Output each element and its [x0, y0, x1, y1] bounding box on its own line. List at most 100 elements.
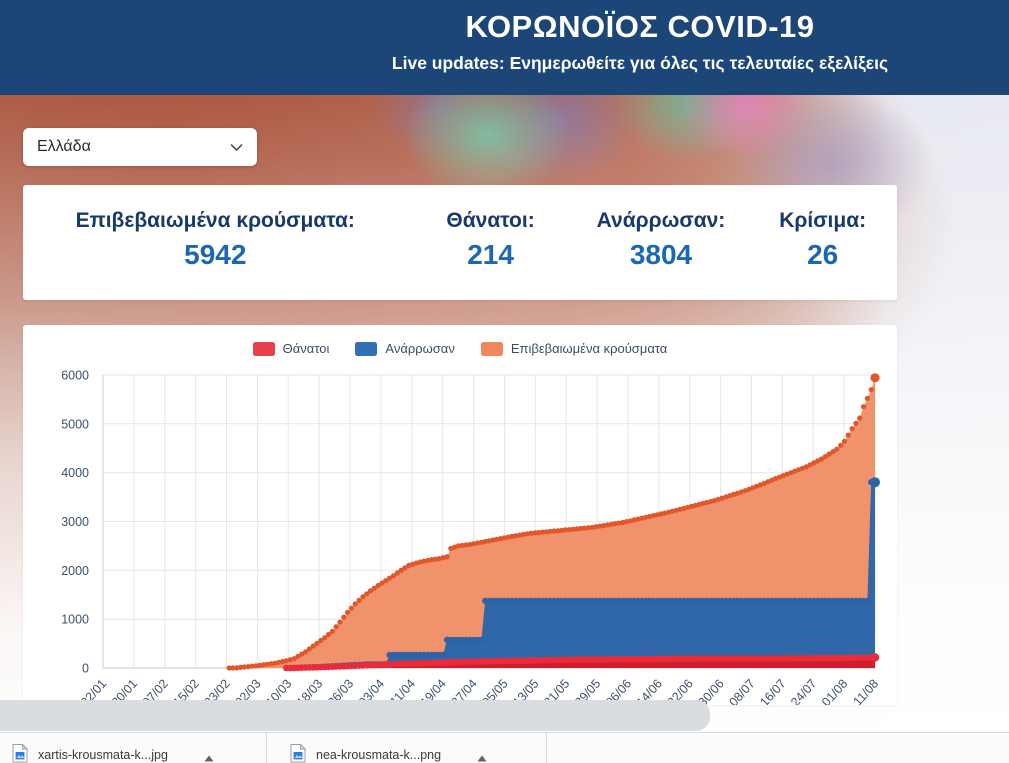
stat-confirmed-value: 5942 [184, 239, 247, 271]
series-dot-confirmed [249, 663, 255, 669]
series-dot-confirmed [616, 520, 622, 526]
country-select[interactable]: Ελλάδα [23, 128, 257, 166]
series-dot-confirmed [394, 570, 400, 576]
series-dot-confirmed [245, 664, 251, 670]
series-dot-confirmed [230, 665, 236, 671]
series-dot-confirmed [509, 533, 515, 539]
series-dot-confirmed [669, 508, 676, 514]
series-end-dot-recovered [870, 477, 880, 488]
series-dot-confirmed [578, 525, 584, 532]
series-dot-confirmed [360, 594, 366, 600]
series-dot-confirmed [757, 482, 763, 488]
legend-label-confirmed: Επιβεβαιωμένα κρούσματα [510, 341, 668, 356]
download-caret-icon[interactable] [204, 749, 214, 763]
series-dot-confirmed [574, 526, 580, 532]
series-dot-confirmed [845, 432, 851, 438]
download-item-2[interactable]: nea-krousmata-k...png [290, 744, 487, 763]
downloads-bar: xartis-krousmata-k...jpg nea-krousmata-k… [0, 732, 1009, 763]
series-dot-confirmed [834, 446, 840, 452]
legend-item-recovered[interactable]: Ανάρρωσαν [355, 341, 455, 356]
series-dot-confirmed [773, 475, 779, 482]
series-dot-confirmed [299, 651, 305, 657]
series-dot-confirmed [838, 442, 844, 448]
series-dot-confirmed [367, 588, 374, 594]
series-dot-confirmed [295, 653, 301, 659]
legend-swatch-deaths [252, 341, 275, 356]
stat-critical-value: 26 [807, 239, 839, 271]
series-dot-confirmed [375, 582, 381, 589]
x-tick-label: 16/07 [757, 677, 788, 705]
stat-deaths: Θάνατοι: 214 [408, 209, 574, 271]
legend-label-recovered: Ανάρρωσαν [385, 341, 455, 356]
chart-card: Θάνατοι Ανάρρωσαν Επιβεβαιωμένα κρούσματ… [23, 325, 897, 705]
series-dot-confirmed [429, 557, 435, 563]
page-title: ΚΟΡΩΝΟΪΟΣ COVID-19 [465, 9, 815, 44]
series-dot-confirmed [390, 573, 397, 579]
series-dot-confirmed [868, 387, 874, 393]
series-dot-confirmed [318, 637, 324, 644]
series-dot-confirmed [494, 536, 500, 542]
series-area-confirmed [229, 377, 876, 668]
series-dot-confirmed [432, 556, 439, 562]
app-header: ΚΟΡΩΝΟΪΟΣ COVID-19 Live updates: Ενημερω… [0, 0, 1009, 95]
series-dot-confirmed [857, 415, 863, 421]
series-dot-confirmed [260, 662, 267, 668]
series-dot-confirmed [364, 591, 370, 597]
x-tick-label: 24/07 [788, 677, 819, 705]
series-dot-confirmed [291, 656, 297, 662]
series-dot-confirmed [238, 664, 244, 670]
stats-card: Επιβεβαιωμένα κρούσματα: 5942 Θάνατοι: 2… [23, 185, 897, 300]
legend-swatch-confirmed [480, 341, 503, 356]
series-dot-confirmed [371, 585, 377, 591]
y-tick-label: 2000 [61, 564, 89, 578]
series-dot-confirmed [860, 404, 867, 410]
legend-item-confirmed[interactable]: Επιβεβαιωμένα κρούσματα [480, 341, 668, 356]
series-dot-confirmed [459, 542, 465, 548]
series-dot-confirmed [807, 462, 813, 468]
y-tick-label: 5000 [61, 417, 89, 431]
series-dot-confirmed [341, 614, 347, 620]
series-dot-confirmed [536, 529, 542, 536]
page-subtitle: Live updates: Ενημερωθείτε για όλες τις … [391, 53, 889, 73]
series-dot-confirmed [337, 619, 343, 625]
series-dot-confirmed [792, 468, 798, 474]
series-dot-confirmed [352, 601, 358, 607]
series-dot-confirmed [818, 456, 825, 462]
downloads-divider [546, 733, 547, 763]
series-dot-confirmed [314, 640, 320, 646]
series-end-dot-confirmed [870, 373, 880, 383]
series-dot-confirmed [226, 665, 232, 671]
series-area-recovered [294, 482, 876, 668]
series-dot-confirmed [532, 530, 538, 536]
series-dot-confirmed [559, 527, 565, 533]
download-item-1[interactable]: xartis-krousmata-k...jpg [12, 744, 214, 763]
series-dot-confirmed [539, 529, 546, 535]
series-dot-recovered [440, 651, 447, 658]
y-tick-label: 3000 [61, 515, 89, 529]
series-dot-confirmed [387, 575, 393, 581]
download-caret-icon[interactable] [477, 749, 487, 763]
series-dot-recovered [478, 636, 485, 643]
series-dot-recovered [864, 597, 871, 604]
series-dot-confirmed [253, 663, 259, 669]
series-dot-confirmed [345, 609, 351, 615]
series-dot-confirmed [547, 528, 553, 534]
image-file-icon [12, 744, 28, 763]
download-filename: nea-krousmata-k...png [316, 748, 442, 762]
stat-recovered-label: Ανάρρωσαν: [596, 209, 726, 232]
y-tick-label: 6000 [61, 369, 89, 383]
series-dot-confirmed [841, 438, 848, 444]
series-dot-confirmed [543, 529, 549, 535]
series-dot-confirmed [635, 516, 641, 522]
series-dot-confirmed [864, 395, 871, 401]
legend-label-deaths: Θάνατοι [282, 341, 330, 356]
series-dot-confirmed [348, 605, 354, 611]
image-file-icon [290, 744, 306, 763]
series-dot-confirmed [570, 526, 576, 532]
series-dot-confirmed [383, 578, 389, 584]
series-dot-confirmed [566, 527, 572, 533]
legend-item-deaths[interactable]: Θάνατοι [252, 341, 330, 356]
stat-confirmed: Επιβεβαιωμένα κρούσματα: 5942 [23, 209, 408, 271]
stat-critical-label: Κρίσιμα: [779, 209, 867, 232]
